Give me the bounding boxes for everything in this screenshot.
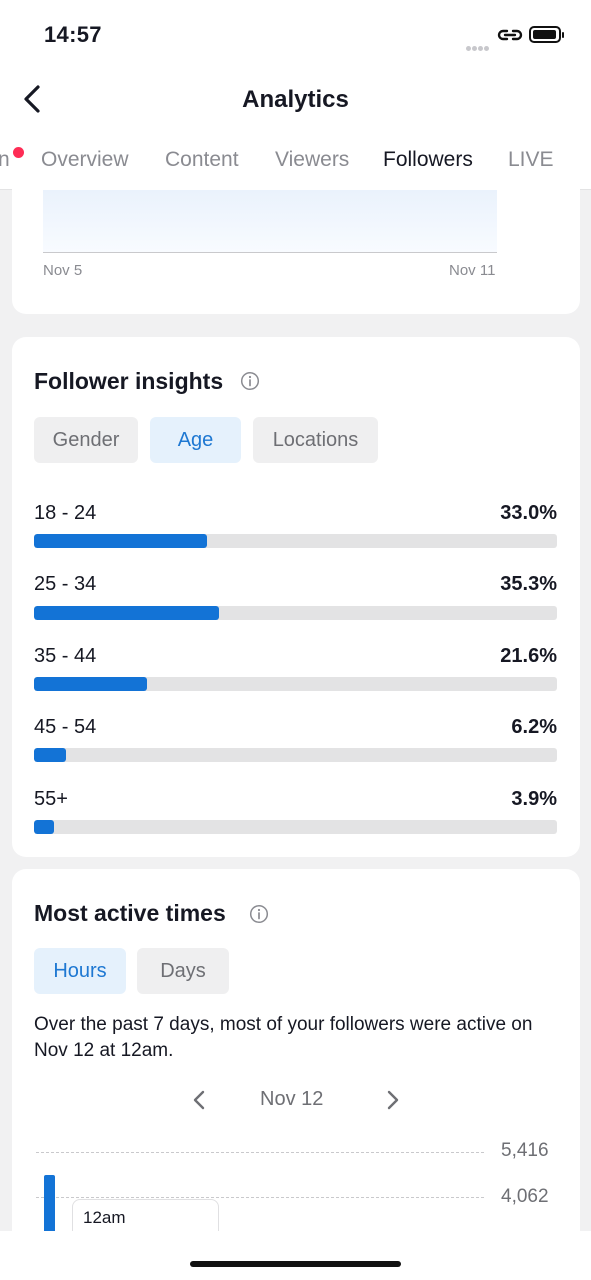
selected-date: Nov 12 bbox=[260, 1088, 324, 1110]
home-indicator[interactable] bbox=[190, 1261, 401, 1267]
follower-insights-card: Follower insights Gender Age Locations 1… bbox=[12, 337, 580, 857]
age-bar-fill bbox=[34, 606, 219, 620]
follower-insights-title: Follower insights bbox=[34, 368, 224, 394]
age-bar-fill bbox=[34, 534, 207, 548]
follower-chart-area bbox=[43, 190, 497, 253]
follower-chart-card: Nov 5 Nov 11 bbox=[12, 170, 580, 314]
grid-line bbox=[36, 1152, 484, 1153]
y-tick-label: 5,416 bbox=[501, 1140, 549, 1161]
back-icon[interactable] bbox=[18, 82, 48, 116]
age-label: 25 - 34 bbox=[34, 573, 97, 595]
tab-viewers[interactable]: Viewers bbox=[275, 148, 350, 171]
age-bar-fill bbox=[34, 677, 147, 691]
battery-icon bbox=[529, 26, 564, 43]
most-active-times-title: Most active times bbox=[34, 900, 226, 926]
age-label: 35 - 44 bbox=[34, 645, 97, 667]
link-icon bbox=[497, 29, 523, 41]
page-title: Analytics bbox=[242, 86, 349, 113]
tab-content[interactable]: Content bbox=[165, 148, 239, 171]
age-bar-track bbox=[34, 606, 557, 620]
date-navigator: Nov 12 bbox=[12, 1085, 580, 1115]
age-percentage: 21.6% bbox=[500, 645, 557, 667]
signal-icon bbox=[466, 38, 490, 56]
chart-x-start: Nov 5 bbox=[43, 262, 83, 279]
grid-line bbox=[36, 1197, 484, 1198]
filter-locations[interactable]: Locations bbox=[253, 417, 378, 463]
chevron-right-icon[interactable] bbox=[382, 1087, 404, 1113]
age-bar-track bbox=[34, 748, 557, 762]
tab-live[interactable]: LIVE bbox=[508, 148, 554, 171]
age-label: 55+ bbox=[34, 788, 68, 810]
tab-partial[interactable]: n bbox=[0, 148, 10, 172]
chart-x-end: Nov 11 bbox=[449, 262, 496, 279]
home-area bbox=[0, 1231, 591, 1280]
most-active-times-card: Most active times Hours Days Over the pa… bbox=[12, 869, 580, 1239]
age-percentage: 6.2% bbox=[511, 716, 557, 738]
age-bar-track bbox=[34, 820, 557, 834]
info-icon[interactable] bbox=[240, 371, 260, 391]
info-icon[interactable] bbox=[249, 904, 269, 924]
filter-hours[interactable]: Hours bbox=[34, 948, 126, 994]
filter-age[interactable]: Age bbox=[150, 417, 241, 463]
hour-bar[interactable] bbox=[44, 1175, 55, 1235]
filter-days[interactable]: Days bbox=[137, 948, 229, 994]
notification-dot bbox=[13, 147, 24, 158]
age-label: 45 - 54 bbox=[34, 716, 97, 738]
age-percentage: 3.9% bbox=[511, 788, 557, 810]
chevron-left-icon[interactable] bbox=[188, 1087, 210, 1113]
age-bar-fill bbox=[34, 820, 55, 834]
filter-gender[interactable]: Gender bbox=[34, 417, 138, 463]
y-tick-label: 4,062 bbox=[501, 1186, 549, 1207]
age-bar-track bbox=[34, 534, 557, 548]
active-times-description: Over the past 7 days, most of your follo… bbox=[34, 1014, 533, 1061]
age-percentage: 35.3% bbox=[500, 573, 557, 595]
age-percentage: 33.0% bbox=[500, 502, 557, 524]
age-bar-track bbox=[34, 677, 557, 691]
age-label: 18 - 24 bbox=[34, 502, 97, 524]
status-time: 14:57 bbox=[44, 22, 102, 47]
age-bar-fill bbox=[34, 748, 67, 762]
tab-overview[interactable]: Overview bbox=[41, 148, 129, 171]
status-bar: 14:57 bbox=[0, 0, 591, 70]
tab-followers[interactable]: Followers bbox=[383, 148, 473, 171]
nav-header: Analytics bbox=[0, 70, 591, 130]
